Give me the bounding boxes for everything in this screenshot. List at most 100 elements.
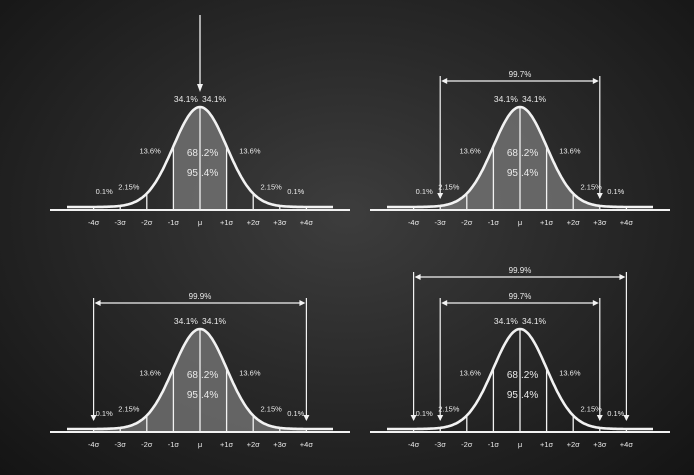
- bracket-label: 99.7%: [509, 70, 532, 79]
- panel-bottom-left: -4σ -3σ -2σ -1σ μ +1σ +2σ +3σ +4σ 34.1% 34.1% 13.6%…: [50, 292, 350, 449]
- arrow-left-icon: [441, 78, 448, 84]
- tick-label: +2σ: [567, 440, 581, 449]
- tick-label: -2σ: [141, 218, 153, 227]
- percent-label: .2%: [201, 148, 218, 159]
- bell-curve: [67, 105, 333, 209]
- tick-label: -4σ: [408, 218, 420, 227]
- tick-label: -1σ: [168, 218, 180, 227]
- percent-label: 2.15%: [581, 404, 603, 413]
- tick-label: +2σ: [567, 218, 581, 227]
- percent-label: .4%: [521, 390, 538, 401]
- tick-label: -2σ: [141, 440, 153, 449]
- percent-label: 13.6%: [559, 368, 581, 377]
- percent-label: 2.15%: [261, 404, 283, 413]
- tick-label: +2σ: [247, 440, 261, 449]
- percent-label: 34.1%: [174, 316, 199, 326]
- percent-label: 95: [187, 390, 199, 401]
- percent-label: 13.6%: [459, 146, 481, 155]
- arrow-down-icon: [596, 193, 603, 199]
- percent-label: 0.1%: [416, 187, 433, 196]
- percent-label: .4%: [201, 168, 218, 179]
- arrow-down-icon: [90, 415, 97, 421]
- tick-label: -1σ: [168, 440, 180, 449]
- tick-label: -3σ: [435, 440, 447, 449]
- percent-label: 2.15%: [438, 182, 460, 191]
- percent-label: 0.1%: [287, 187, 304, 196]
- percent-label: 0.1%: [416, 409, 433, 418]
- tick-label: -4σ: [408, 440, 420, 449]
- tick-label: +3σ: [593, 440, 607, 449]
- percent-label: 0.1%: [96, 187, 113, 196]
- bell-curve: [387, 105, 653, 209]
- bell-curve: [67, 327, 333, 431]
- bracket-label: 99.9%: [189, 292, 212, 301]
- percent-label: 68: [187, 148, 199, 159]
- percent-label: 34.1%: [494, 94, 519, 104]
- tick-label: +1σ: [220, 218, 234, 227]
- percent-label: 13.6%: [459, 368, 481, 377]
- tick-label: +3σ: [273, 440, 287, 449]
- percent-label: .2%: [521, 370, 538, 381]
- percent-label: 68: [507, 148, 519, 159]
- percent-label: 2.15%: [118, 404, 140, 413]
- percent-label: 13.6%: [559, 146, 581, 155]
- arrow-right-icon: [592, 300, 599, 306]
- arrow-right-icon: [592, 78, 599, 84]
- percent-label: 13.6%: [239, 146, 261, 155]
- tick-label: +1σ: [220, 440, 234, 449]
- percent-label: 2.15%: [581, 182, 603, 191]
- percent-label: 13.6%: [239, 368, 261, 377]
- tick-label: -2σ: [461, 218, 473, 227]
- percent-label: 34.1%: [494, 316, 519, 326]
- percent-label: 0.1%: [607, 187, 624, 196]
- tick-label: -1σ: [488, 440, 500, 449]
- range-bracket: 99.7%: [437, 70, 603, 199]
- percent-label: 34.1%: [202, 316, 227, 326]
- percent-label: 2.15%: [261, 182, 283, 191]
- percent-label: 95: [507, 390, 519, 401]
- percent-label: 0.1%: [96, 409, 113, 418]
- tick-label: μ: [198, 218, 202, 227]
- tick-label: +4σ: [300, 218, 314, 227]
- percent-label: 68: [507, 370, 519, 381]
- percent-label: .4%: [201, 390, 218, 401]
- tick-label: -4σ: [88, 440, 100, 449]
- arrow-down-icon: [437, 415, 444, 421]
- tick-label: +2σ: [247, 218, 261, 227]
- tick-label: +1σ: [540, 440, 554, 449]
- percent-label: 34.1%: [202, 94, 227, 104]
- tick-label: -3σ: [435, 218, 447, 227]
- percent-label: .2%: [201, 370, 218, 381]
- arrow-right-icon: [619, 274, 626, 280]
- tick-label: +4σ: [620, 440, 634, 449]
- tick-label: μ: [518, 440, 522, 449]
- percent-label: 2.15%: [438, 404, 460, 413]
- percent-label: 34.1%: [522, 316, 547, 326]
- tick-label: +1σ: [540, 218, 554, 227]
- percent-label: .2%: [521, 148, 538, 159]
- arrow-down-icon: [303, 415, 310, 421]
- bracket-label: 99.9%: [509, 266, 532, 275]
- panel-bottom-right: -4σ -3σ -2σ -1σ μ +1σ +2σ +3σ +4σ 34.1% 34.1% 13.6%…: [370, 266, 670, 449]
- percent-label: 95: [187, 168, 199, 179]
- tick-label: -4σ: [88, 218, 100, 227]
- percent-label: 95: [507, 168, 519, 179]
- percent-label: 13.6%: [139, 368, 161, 377]
- range-bracket: 99.9%: [410, 266, 630, 421]
- arrow-right-icon: [299, 300, 306, 306]
- percent-label: 0.1%: [607, 409, 624, 418]
- percent-label: 68: [187, 370, 199, 381]
- arrow-down-icon: [437, 193, 444, 199]
- arrow-left-icon: [94, 300, 101, 306]
- tick-label: μ: [198, 440, 202, 449]
- tick-label: μ: [518, 218, 522, 227]
- bell-curve: [387, 327, 653, 431]
- panel-top-right: -4σ -3σ -2σ -1σ μ +1σ +2σ +3σ +4σ 34.1% 34.1% 13.6%…: [370, 70, 670, 227]
- arrow-down-icon: [410, 415, 417, 421]
- percent-label: 13.6%: [139, 146, 161, 155]
- panel-top-left: -4σ -3σ -2σ -1σ μ +1σ +2σ +3σ +4σ 34.1% 34.1% 13.6%…: [50, 15, 350, 227]
- percent-label: 34.1%: [174, 94, 199, 104]
- percent-label: 0.1%: [287, 409, 304, 418]
- arrow-down-icon: [623, 415, 630, 421]
